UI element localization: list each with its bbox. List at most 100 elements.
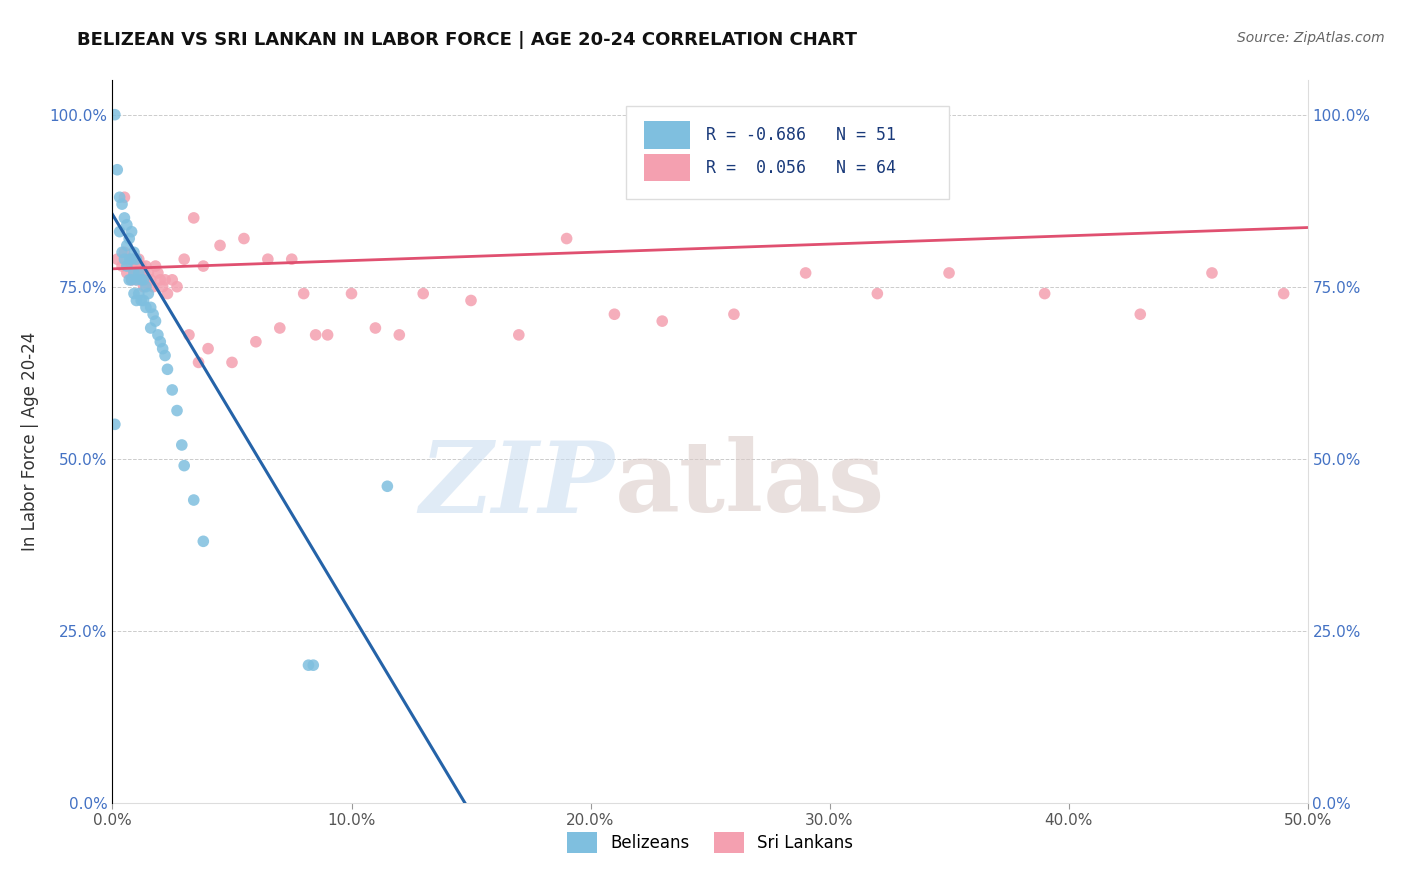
Point [364,321,387,335]
Point [129,259,152,273]
Point [114,245,135,260]
Point [377,479,399,493]
Point [340,286,363,301]
Point [121,252,143,267]
Legend: Belizeans, Sri Lankans: Belizeans, Sri Lankans [560,826,860,860]
Bar [644,121,690,149]
Point [138,266,160,280]
Point [292,286,315,301]
Point [173,252,195,267]
Point [166,279,188,293]
Point [412,286,434,301]
Point [108,225,131,239]
Point [149,273,172,287]
Point [145,314,167,328]
Point [122,266,145,280]
Point [153,349,176,363]
Point [1272,286,1295,301]
Point [128,286,150,301]
Point [135,259,157,273]
Point [193,259,215,273]
Text: Source: ZipAtlas.com: Source: ZipAtlas.com [1237,31,1385,45]
Point [105,252,128,267]
Point [128,266,150,280]
Point [723,307,745,321]
Point [111,197,134,211]
Point [153,273,176,287]
Point [104,108,127,122]
Point [135,273,157,287]
Point [1033,286,1056,301]
Point [139,301,162,315]
Point [156,286,179,301]
Point [152,342,174,356]
Point [1201,266,1223,280]
Text: R = -0.686   N = 51: R = -0.686 N = 51 [706,126,897,145]
Point [138,286,160,301]
Point [162,273,183,287]
Point [132,293,155,308]
Point [388,327,411,342]
Point [297,658,319,673]
Point [108,190,131,204]
Point [125,259,148,273]
Point [128,252,150,267]
Point [193,534,215,549]
Point [245,334,267,349]
Point [146,266,169,280]
Point [114,252,135,267]
Point [121,225,143,239]
Point [104,417,127,432]
Point [166,403,188,417]
Point [162,383,183,397]
Point [197,342,219,356]
Point [115,218,138,232]
Point [132,266,155,280]
Point [183,493,205,508]
Text: atlas: atlas [614,436,884,533]
Point [281,252,304,267]
Point [115,259,138,273]
Point [129,273,152,287]
Point [121,273,143,287]
Point [118,252,141,267]
Point [603,307,626,321]
Text: ZIP: ZIP [419,437,614,533]
Point [132,273,155,287]
Point [135,279,157,293]
Point [142,279,165,293]
Point [221,355,243,369]
Point [125,252,148,267]
Point [302,658,325,673]
Point [651,314,673,328]
Point [142,307,165,321]
Point [233,231,256,245]
Point [111,245,134,260]
Point [129,293,152,308]
Point [125,293,148,308]
Point [135,301,157,315]
Point [125,273,148,287]
Point [115,266,138,280]
Point [152,279,174,293]
Point [145,259,167,273]
Point [508,327,530,342]
Point [122,252,145,267]
Point [173,458,195,473]
Point [460,293,482,308]
Point [118,273,141,287]
Point [149,334,172,349]
Point [122,245,145,260]
Point [129,273,152,287]
Point [122,266,145,280]
Point [1129,307,1152,321]
Point [257,252,280,267]
Point [794,266,817,280]
Point [105,162,128,177]
Point [269,321,291,335]
Point [139,273,162,287]
Point [114,211,135,225]
Point [111,259,134,273]
Point [156,362,179,376]
Point [305,327,328,342]
